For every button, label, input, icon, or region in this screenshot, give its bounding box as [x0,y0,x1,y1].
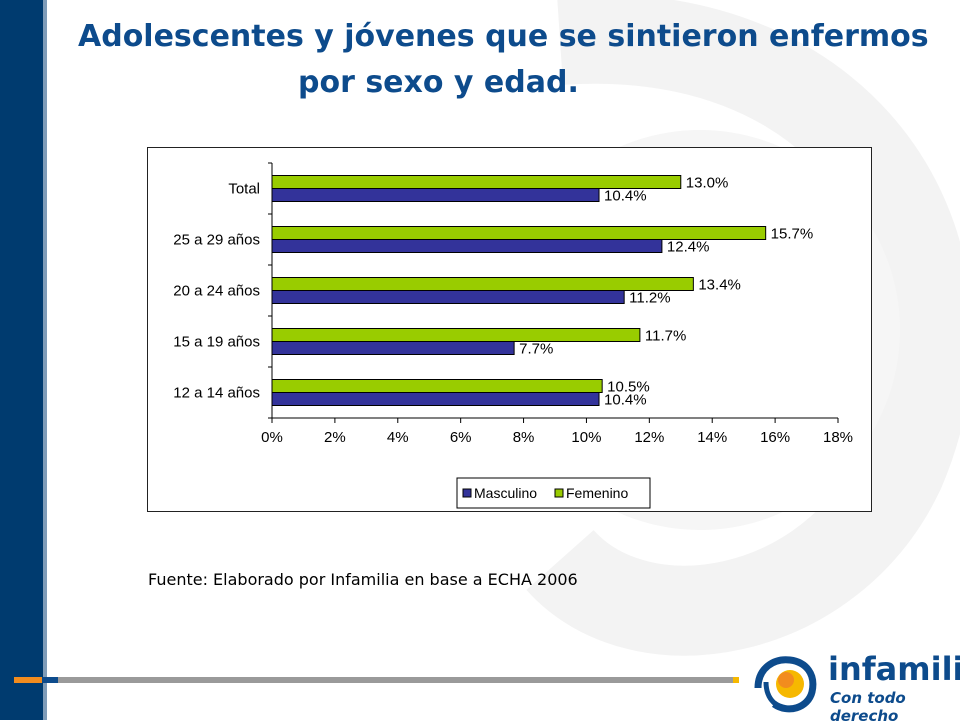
legend-swatch-femenino [554,488,564,498]
x-tick-label: 18% [823,429,853,446]
page-title: Adolescentes y jóvenes que se sintieron … [60,14,940,106]
category-label: 15 a 19 años [173,334,260,351]
chart-container: 0% 2% 4% 6% 8% 10% 12% 14% 16% 18% Total 13.0% 10.4%… [147,147,872,512]
legend-label-femenino: Femenino [566,485,628,501]
logo-wordmark: infamilia [828,650,960,688]
x-tick-label: 4% [387,429,409,446]
x-tick-label: 8% [513,429,535,446]
bottom-rule [58,677,738,683]
bottom-accent-dot [733,677,739,683]
title-line-1: Adolescentes y jóvenes que se sintieron … [78,19,929,54]
left-band [0,0,43,720]
bar-masculino [271,239,663,253]
data-label: 7.7% [519,341,553,358]
x-tick-label: 6% [450,429,472,446]
data-label: 15.7% [771,226,814,243]
source-note: Fuente: Elaborado por Infamilia en base … [148,570,578,589]
bar-masculino [271,341,515,355]
data-label: 10.5% [607,379,650,396]
category-label: 20 a 24 años [173,283,260,300]
bottom-accent-orange [14,677,42,683]
x-tick-label: 14% [697,429,727,446]
legend-label-masculino: Masculino [474,485,537,501]
data-label: 10.4% [604,188,647,205]
title-line-2: por sexo y edad. [298,65,579,100]
data-label: 11.7% [645,328,686,345]
x-tick-label: 2% [324,429,346,446]
category-label: Total [228,181,260,198]
x-tick-label: 0% [261,429,283,446]
data-label: 12.4% [667,239,710,256]
bar-masculino [271,392,600,406]
x-tick-label: 16% [760,429,790,446]
legend-swatch-masculino [462,488,472,498]
infamilia-logo-icon [754,656,817,713]
legend-box [456,477,651,509]
bar-chart: 0% 2% 4% 6% 8% 10% 12% 14% 16% 18% Total 13.0% 10.4%… [173,162,853,509]
data-label: 13.4% [698,277,741,294]
bar-femenino [271,379,603,393]
bottom-accent-blue [42,677,58,683]
x-tick-label: 10% [571,429,601,446]
bar-masculino [271,188,600,202]
data-label: 11.2% [629,290,670,307]
bar-femenino [271,328,641,342]
data-label: 13.0% [686,175,729,192]
bar-masculino [271,290,625,304]
category-label: 12 a 14 años [173,385,260,402]
data-label: 10.4% [604,392,647,409]
x-tick-label: 12% [634,429,664,446]
left-band-edge [43,0,47,720]
category-label: 25 a 29 años [173,232,260,249]
